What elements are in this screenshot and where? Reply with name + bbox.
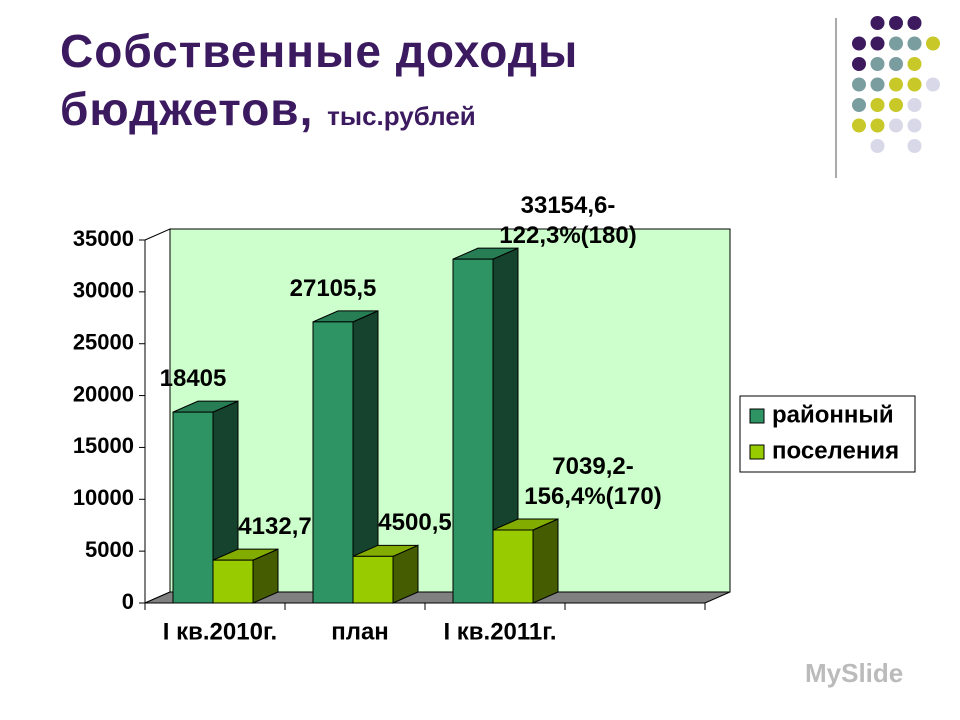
dot	[870, 77, 885, 92]
dot	[889, 57, 903, 71]
bar	[312, 321, 354, 604]
legend-box	[739, 395, 916, 473]
y-tick-label: 30000	[73, 278, 134, 303]
dot	[907, 36, 922, 51]
x-tick-label: I кв.2010г.	[163, 618, 277, 645]
legend-swatch	[749, 408, 765, 424]
side-wall	[144, 228, 171, 604]
y-tick-label: 5000	[85, 537, 134, 562]
legend-label: районный	[772, 401, 894, 428]
dot	[926, 77, 940, 92]
bar	[492, 529, 534, 604]
chart-title: Собственные доходы бюджетов,	[60, 25, 579, 135]
dot	[852, 77, 866, 92]
dot	[852, 98, 866, 112]
dot	[870, 118, 885, 133]
watermark: MySlide	[805, 658, 904, 688]
legend-swatch	[749, 444, 765, 460]
dot	[907, 77, 922, 92]
dot	[852, 36, 866, 51]
value-label: 18405	[159, 365, 227, 393]
dot	[889, 77, 903, 92]
dot	[907, 118, 922, 133]
dot	[926, 36, 940, 51]
dot	[852, 57, 866, 71]
chart-subtitle: тыс.рублей	[327, 101, 476, 131]
dot	[870, 57, 885, 71]
value-label: 4500,5	[378, 509, 452, 537]
dot	[907, 57, 922, 71]
y-tick-label: 35000	[73, 226, 134, 251]
legend-label: поселения	[772, 437, 899, 464]
decoration	[852, 16, 940, 153]
title-block: Собственные доходы бюджетов, тыс.рублей	[60, 22, 680, 145]
y-tick-label: 25000	[73, 330, 134, 355]
y-tick-label: 15000	[73, 433, 134, 458]
x-tick-label: план	[331, 618, 389, 645]
dot	[870, 36, 885, 51]
bar	[352, 555, 394, 604]
dot	[852, 118, 866, 133]
y-tick-label: 10000	[73, 485, 134, 510]
bar	[452, 258, 494, 604]
bar	[212, 559, 254, 604]
y-tick-label: 0	[122, 589, 134, 614]
dot	[870, 16, 885, 30]
dot	[870, 98, 885, 112]
x-tick-label: I кв.2011г.	[443, 618, 556, 645]
bar-side	[532, 518, 559, 604]
dot	[870, 139, 885, 153]
dot	[907, 16, 922, 30]
value-label: 7039,2- 156,4%(170)	[524, 452, 662, 510]
dot	[889, 36, 903, 51]
y-tick-label: 20000	[73, 381, 134, 406]
dot	[889, 118, 903, 133]
value-label: 33154,6- 122,3%(180)	[499, 192, 637, 250]
value-label: 27105,5	[289, 274, 377, 302]
bar	[172, 411, 214, 604]
value-label: 4132,7	[238, 513, 312, 541]
dot	[907, 139, 922, 153]
dot	[889, 98, 903, 112]
dot	[907, 98, 922, 112]
dot	[889, 16, 903, 30]
